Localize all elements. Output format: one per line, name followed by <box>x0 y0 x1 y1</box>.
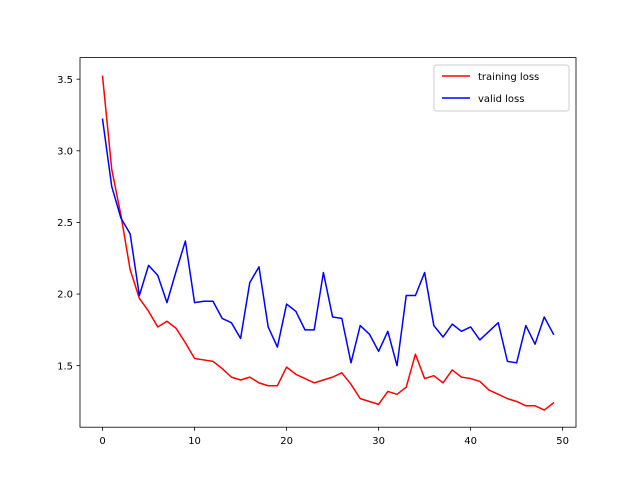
legend-label: training loss <box>478 72 539 83</box>
series-line-1 <box>101 118 555 367</box>
y-tick-label: 3.0 <box>57 146 73 157</box>
x-tick-label: 20 <box>280 436 293 447</box>
x-axis: 0 10 20 30 40 50 <box>99 427 569 447</box>
y-tick-label: 1.5 <box>57 361 73 372</box>
y-axis: 1.5 2.0 2.5 3.0 3.5 <box>57 75 80 372</box>
plot-frame <box>79 57 577 428</box>
y-tick-label: 2.5 <box>57 218 73 229</box>
x-tick-label: 50 <box>556 436 569 447</box>
legend-label: valid loss <box>478 94 524 105</box>
legend: training loss valid loss <box>433 64 570 112</box>
series-line-0 <box>101 75 555 411</box>
x-tick-label: 30 <box>372 436 385 447</box>
x-tick-label: 40 <box>464 436 477 447</box>
x-tick-label: 0 <box>99 436 105 447</box>
y-tick-label: 2.0 <box>57 290 73 301</box>
plot-lines <box>101 75 555 411</box>
x-tick-label: 10 <box>188 436 201 447</box>
y-tick-label: 3.5 <box>57 75 73 86</box>
